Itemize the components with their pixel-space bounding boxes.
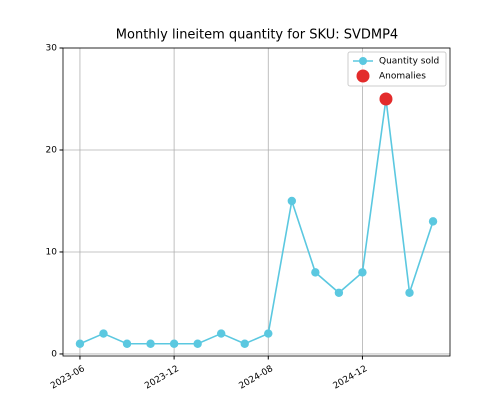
y-tick-label: 30 (46, 44, 58, 54)
point (311, 268, 320, 277)
point (75, 339, 85, 348)
series-line (79, 98, 434, 345)
point (122, 339, 132, 348)
point (405, 288, 414, 297)
legend-swatch (359, 57, 367, 65)
y-tick-label: 20 (46, 145, 58, 155)
chart-title: Monthly lineitem quantity for SKU: SVDMP… (116, 28, 398, 43)
point (146, 339, 155, 348)
legend-label: Anomalies (379, 72, 426, 82)
point (99, 329, 108, 338)
legend-label: Quantity sold (379, 57, 439, 67)
point (264, 329, 273, 338)
point (428, 217, 438, 226)
legend: Quantity sold Anomalies (347, 51, 447, 87)
anomaly-point (379, 92, 393, 106)
point (216, 329, 226, 338)
point (287, 196, 297, 206)
point (193, 339, 202, 348)
x-tick-label: 2024-08 (237, 364, 275, 392)
y-tick-label: 10 (46, 247, 58, 257)
x-tick-label: 2023-12 (143, 364, 181, 391)
legend-swatch (356, 69, 370, 83)
x-tick-label: 2023-06 (49, 364, 87, 392)
point (240, 339, 249, 348)
x-tick-label: 2024-12 (332, 364, 370, 391)
y-tick-label: 0 (51, 349, 57, 359)
point (358, 268, 367, 277)
plot-frame (62, 47, 451, 357)
point (334, 288, 344, 297)
point (169, 339, 179, 348)
